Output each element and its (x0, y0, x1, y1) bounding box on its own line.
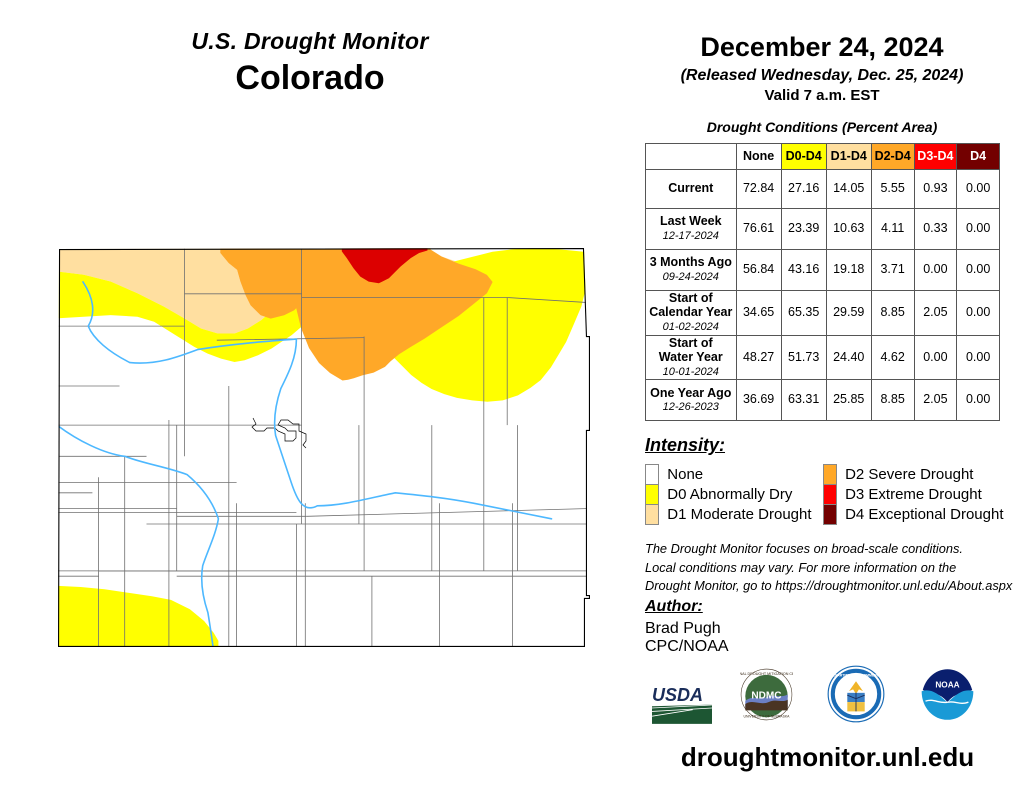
svg-text:NDMC: NDMC (751, 691, 781, 702)
svg-text:NATIONAL DROUGHT MITIGATION CE: NATIONAL DROUGHT MITIGATION CENTER (740, 672, 793, 676)
svg-text:NOAA: NOAA (935, 680, 959, 689)
svg-text:USDA: USDA (652, 685, 703, 705)
svg-text:UNIVERSITY OF NEBRASKA: UNIVERSITY OF NEBRASKA (744, 714, 791, 718)
svg-text:DEPARTMENT OF COMMERCE: DEPARTMENT OF COMMERCE (830, 674, 882, 678)
